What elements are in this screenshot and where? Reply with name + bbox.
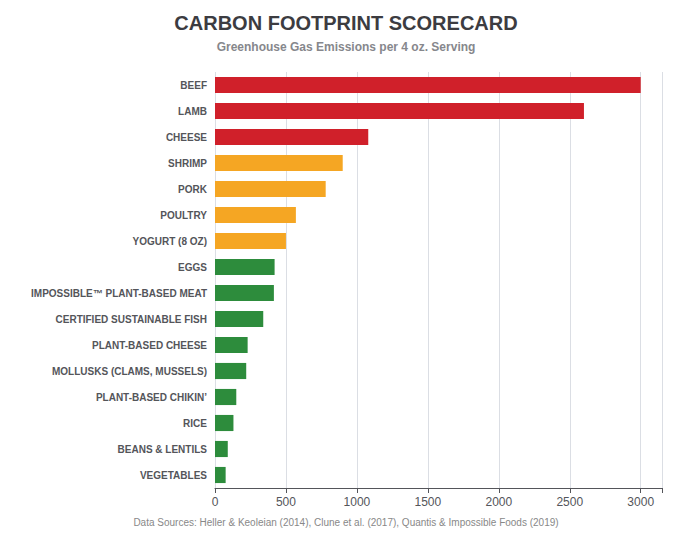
svg-text:0: 0	[212, 495, 219, 509]
svg-text:MOLLUSKS (CLAMS, MUSSELS): MOLLUSKS (CLAMS, MUSSELS)	[52, 366, 207, 377]
svg-text:1000: 1000	[344, 495, 371, 509]
svg-text:BEANS & LENTILS: BEANS & LENTILS	[118, 444, 208, 455]
svg-text:PLANT-BASED CHEESE: PLANT-BASED CHEESE	[92, 340, 207, 351]
svg-text:Greenhouse Gas Emissions per 4: Greenhouse Gas Emissions per 4 oz. Servi…	[217, 40, 476, 54]
svg-text:BEEF: BEEF	[180, 80, 207, 91]
svg-text:YOGURT (8 OZ): YOGURT (8 OZ)	[133, 236, 207, 247]
svg-text:CERTIFIED SUSTAINABLE FISH: CERTIFIED SUSTAINABLE FISH	[56, 314, 207, 325]
svg-text:VEGETABLES: VEGETABLES	[140, 470, 207, 481]
svg-text:RICE: RICE	[183, 418, 207, 429]
svg-text:PLANT-BASED CHIKIN’: PLANT-BASED CHIKIN’	[96, 392, 207, 403]
svg-text:SHRIMP: SHRIMP	[168, 158, 207, 169]
svg-text:PORK: PORK	[178, 184, 208, 195]
svg-text:500: 500	[276, 495, 296, 509]
svg-text:LAMB: LAMB	[178, 106, 207, 117]
svg-text:Data Sources: Heller & Keoleia: Data Sources: Heller & Keoleian (2014), …	[133, 517, 558, 528]
svg-text:2500: 2500	[556, 495, 583, 509]
svg-text:1500: 1500	[415, 495, 442, 509]
svg-text:3000: 3000	[627, 495, 654, 509]
svg-text:2000: 2000	[485, 495, 512, 509]
svg-text:EGGS: EGGS	[178, 262, 207, 273]
svg-text:POULTRY: POULTRY	[160, 210, 207, 221]
svg-text:IMPOSSIBLE™ PLANT-BASED MEAT: IMPOSSIBLE™ PLANT-BASED MEAT	[31, 288, 207, 299]
svg-text:CARBON FOOTPRINT SCORECARD: CARBON FOOTPRINT SCORECARD	[174, 12, 517, 34]
svg-text:CHEESE: CHEESE	[166, 132, 207, 143]
